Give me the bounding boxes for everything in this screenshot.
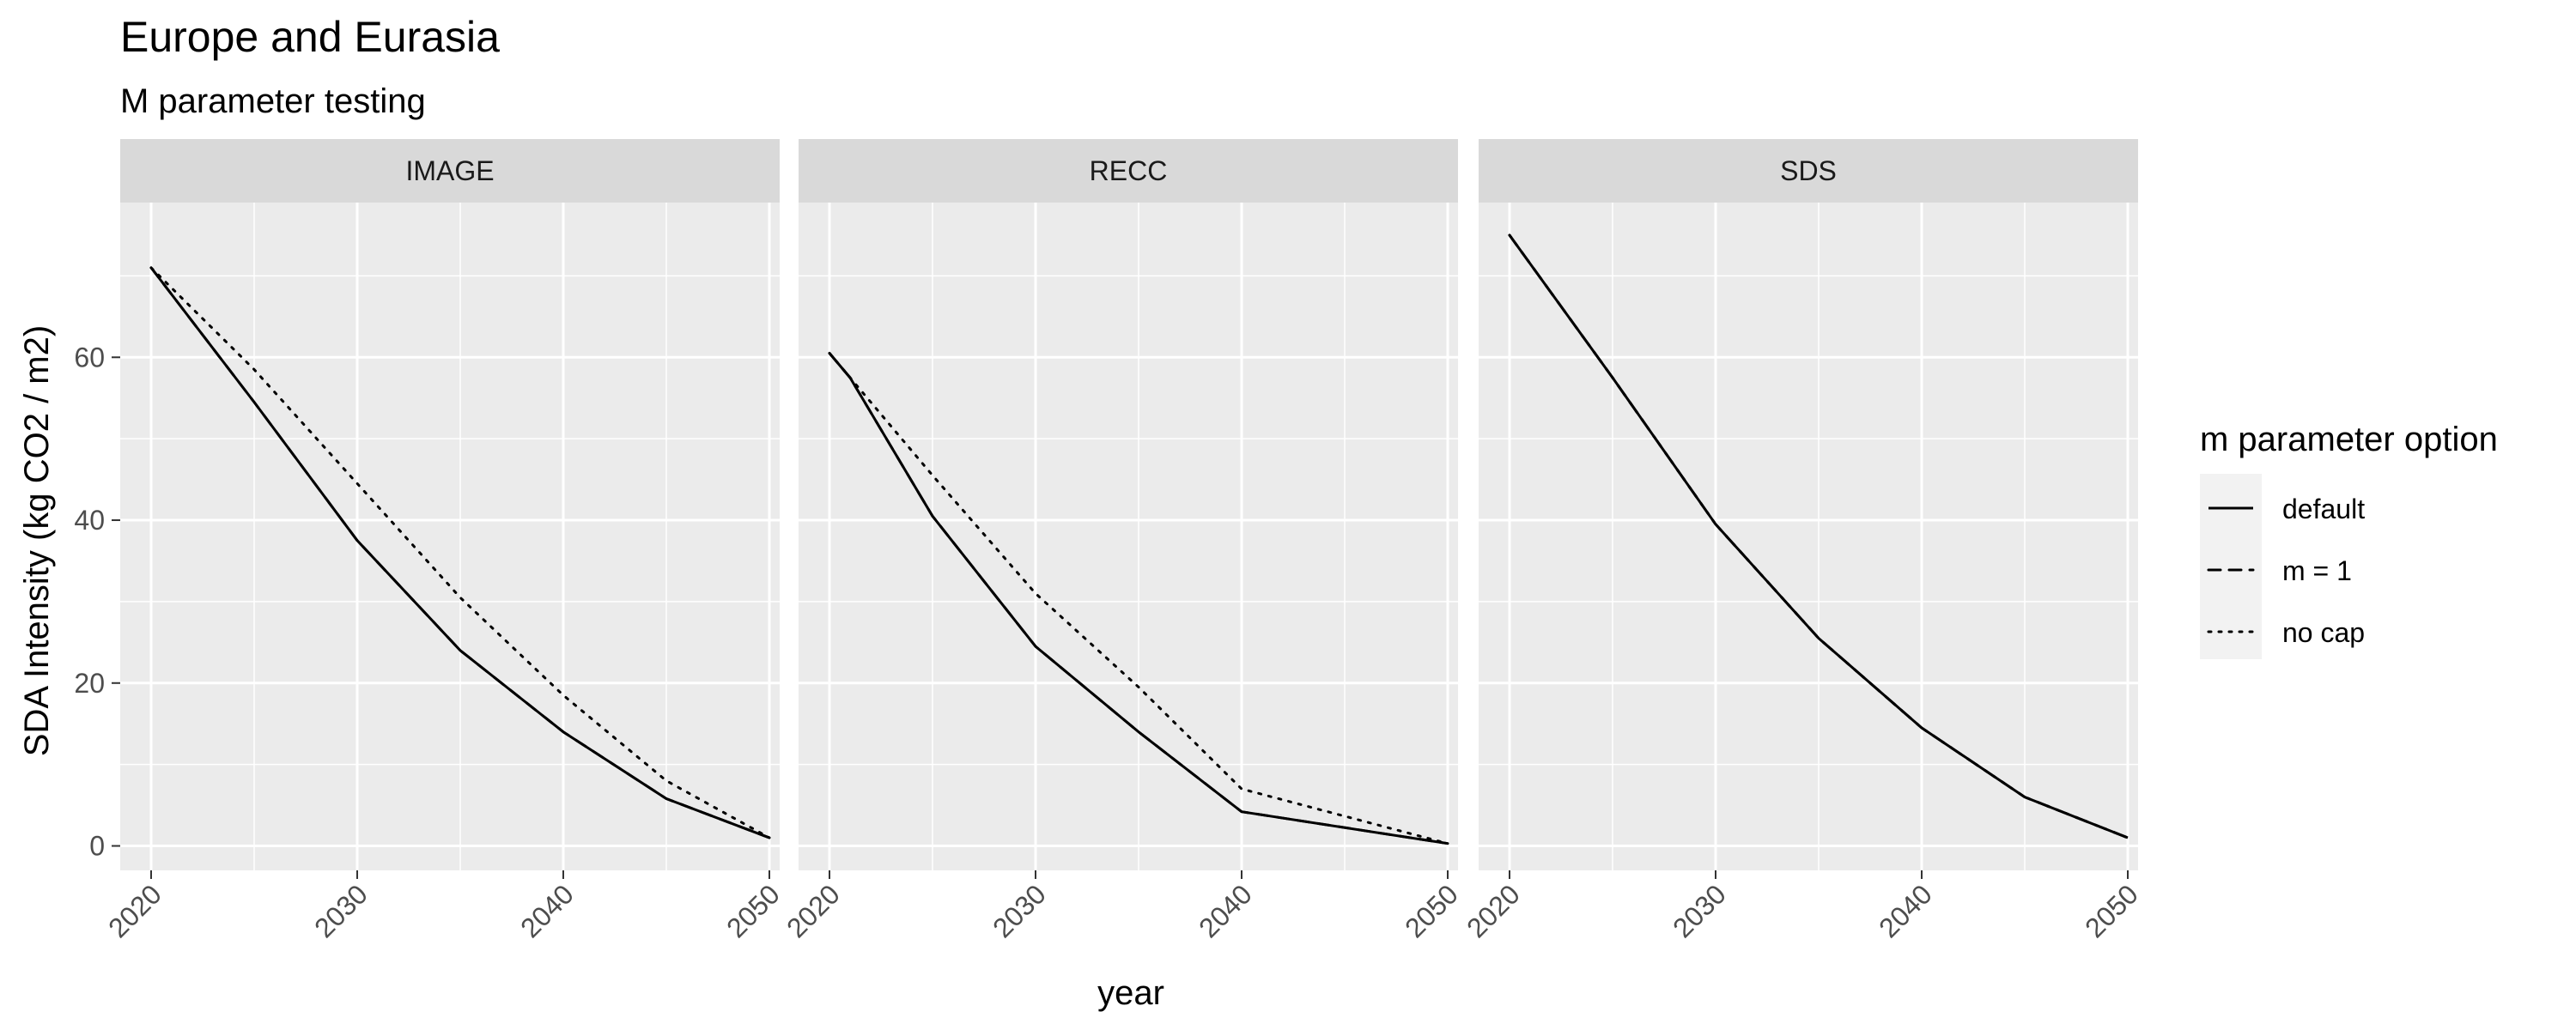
y-tick-label: 20: [74, 668, 105, 699]
chart-subtitle: M parameter testing: [120, 82, 426, 120]
legend-label: default: [2282, 494, 2365, 524]
facet-strip: [1479, 139, 2138, 203]
y-tick-label: 0: [89, 831, 105, 862]
facet-strip-label: IMAGE: [405, 155, 494, 186]
legend-label: no cap: [2282, 617, 2365, 648]
chart-title: Europe and Eurasia: [120, 13, 500, 61]
y-tick-label: 60: [74, 342, 105, 373]
facet-strip: [799, 139, 1458, 203]
y-tick-label: 40: [74, 505, 105, 536]
x-axis-title: year: [1097, 974, 1164, 1012]
facet-strip-label: RECC: [1090, 155, 1168, 186]
series-line-default: [828, 352, 1449, 845]
series-line-default: [149, 266, 770, 839]
legend-label: m = 1: [2282, 555, 2352, 586]
series-line-no-cap: [828, 352, 1449, 845]
series-line-default: [1508, 234, 2129, 839]
panel-background: [120, 203, 780, 870]
legend: m parameter option default m = 1 no cap: [2200, 421, 2498, 659]
facet-strip-label: SDS: [1780, 155, 1837, 186]
panel-background: [1479, 203, 2138, 870]
legend-key-background: [2200, 474, 2262, 659]
y-axis-title: SDA Intensity (kg CO2 / m2): [18, 325, 56, 756]
legend-title: m parameter option: [2200, 421, 2498, 458]
series-line-no-cap: [149, 266, 771, 839]
panel-background: [799, 203, 1458, 870]
facet-strip: [120, 139, 780, 203]
